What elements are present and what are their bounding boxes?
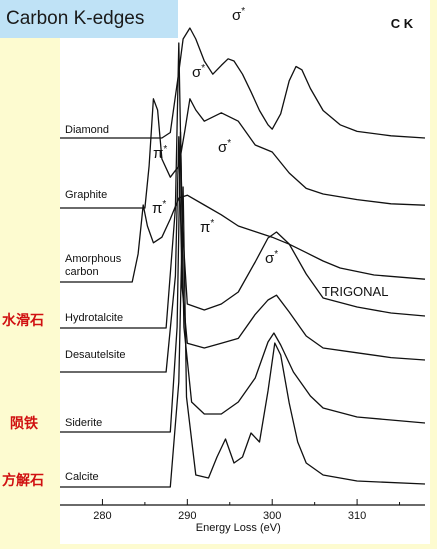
series-label-calcite: Calcite [65,471,99,483]
series-line-amorphous-carbon [60,194,426,283]
x-tick-label-290: 290 [178,510,196,522]
series-label-amorphous-line1: Amorphous [65,253,122,265]
series-line-desautelsite [60,136,426,373]
left-margin [0,0,60,544]
slide-title: Carbon K-edges [0,0,178,38]
series-line-hydrotalcite [60,42,426,329]
annotation-pi-star: π* [152,199,166,217]
annotation-sigma-star: σ* [232,6,245,24]
series-label-graphite: Graphite [65,189,107,201]
series-line-siderite [60,131,426,433]
x-tick-label-280: 280 [93,510,111,522]
annotation-pi-star: π* [153,144,167,162]
x-axis-label: Energy Loss (eV) [196,522,281,534]
series-label-hydrotalcite: Hydrotalcite [65,312,123,324]
x-tick-label-300: 300 [263,510,281,522]
annotation-pi-star: π* [200,218,214,236]
series-line-calcite [60,186,426,488]
section-label-trigonal: TRIGONAL [322,284,388,299]
series-label-desautelsite: Desautelsite [65,349,126,361]
annotation-sigma-star: σ* [265,249,278,267]
series-line-graphite [60,98,426,209]
annotation-sigma-star: σ* [192,63,205,81]
annotation-sigma-star: σ* [218,138,231,156]
x-tick-label-310: 310 [348,510,366,522]
series-line-diamond [60,27,426,139]
plot-panel: Diamond Graphite Amorphous carbon Hydrotalci… [60,0,430,544]
chart-title: C K [391,16,414,31]
series-label-diamond: Diamond [65,124,109,136]
side-label-calcite-cn: 方解石 [2,473,44,489]
slide-title-text: Carbon K-edges [6,8,145,29]
series-label-siderite: Siderite [65,417,102,429]
side-label-hydrotalcite-cn: 水滑石 [2,313,44,329]
series-label-amorphous-line2: carbon [65,266,99,278]
side-label-siderite-cn: 陨铁 [10,416,38,432]
